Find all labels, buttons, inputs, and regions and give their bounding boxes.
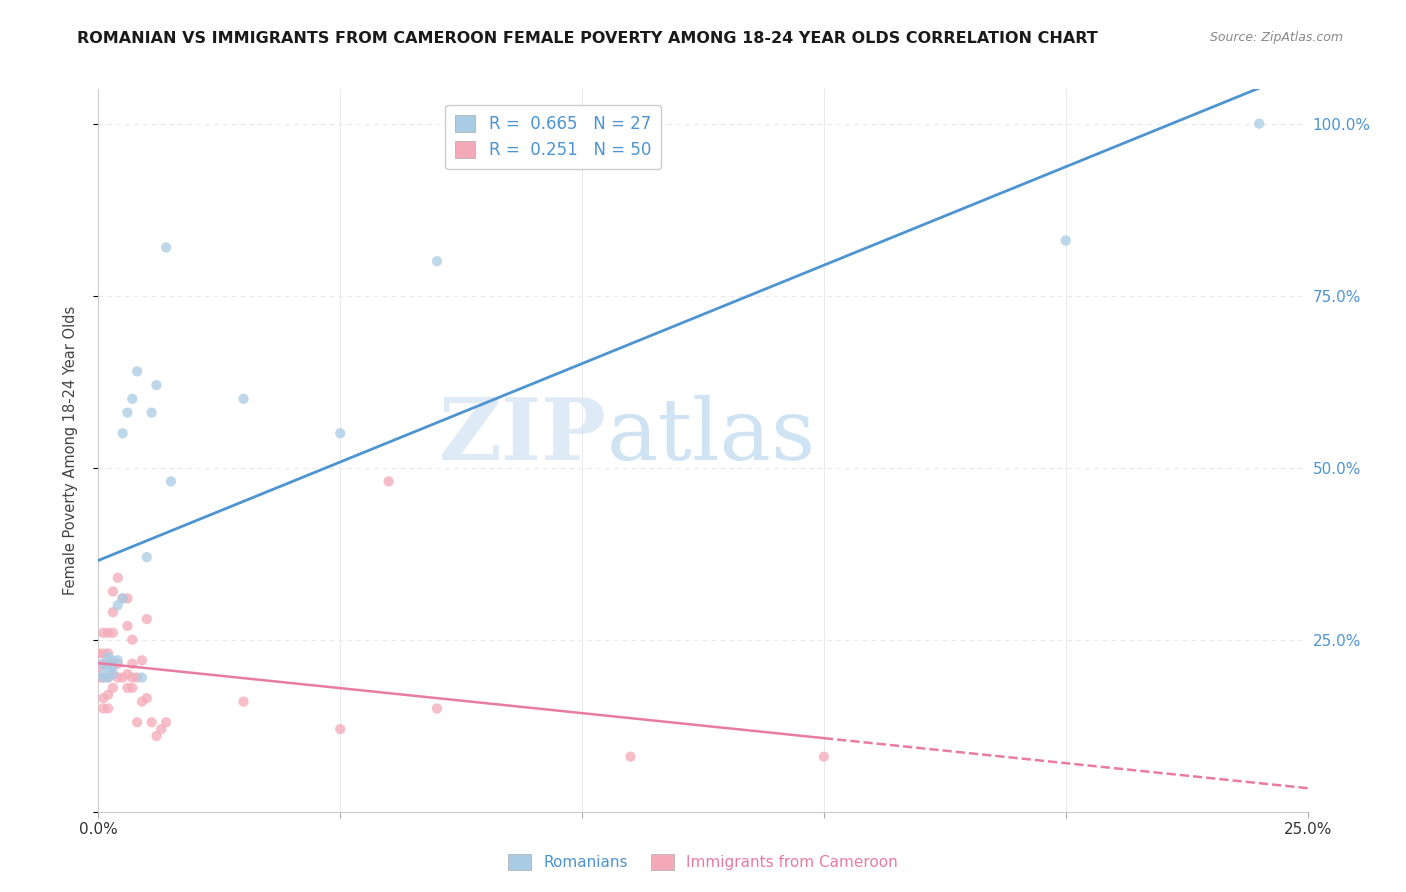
Point [813,749,835,764]
Point [101,605,124,619]
Point [101,653,124,667]
Point [232,695,254,709]
Point [97,671,120,685]
Point [97,625,120,640]
Point [97,649,120,664]
Point [232,392,254,406]
Point [111,426,134,441]
Point [160,475,183,489]
Legend: Romanians, Immigrants from Cameroon: Romanians, Immigrants from Cameroon [502,848,904,876]
Point [127,671,149,685]
Point [107,599,129,613]
Point [150,722,173,736]
Point [97,688,120,702]
Point [141,715,163,730]
Point [97,647,120,661]
Point [145,378,167,392]
Point [97,671,120,685]
Point [329,722,352,736]
Point [87,647,110,661]
Point [1249,117,1271,131]
Point [101,584,124,599]
Point [91,701,114,715]
Point [117,667,139,681]
Point [91,657,114,671]
Point [135,691,157,706]
Point [91,671,114,685]
Point [117,681,139,695]
Point [91,671,114,685]
Point [97,657,120,671]
Point [101,667,124,681]
Y-axis label: Female Poverty Among 18-24 Year Olds: Female Poverty Among 18-24 Year Olds [63,306,77,595]
Text: atlas: atlas [606,394,815,477]
Text: Source: ZipAtlas.com: Source: ZipAtlas.com [1209,31,1343,45]
Point [426,701,449,715]
Point [111,591,134,606]
Point [121,657,143,671]
Point [87,671,110,685]
Point [101,660,124,674]
Point [97,660,120,674]
Point [117,591,139,606]
Point [111,591,134,606]
Point [619,749,641,764]
Point [107,653,129,667]
Point [87,660,110,674]
Point [91,647,114,661]
Point [127,364,149,378]
Point [329,426,352,441]
Point [127,715,149,730]
Point [121,392,143,406]
Point [91,691,114,706]
Point [155,240,177,254]
Point [107,657,129,671]
Point [155,715,177,730]
Point [111,671,134,685]
Point [131,653,153,667]
Point [101,681,124,695]
Point [135,612,157,626]
Point [91,657,114,671]
Point [101,667,124,681]
Text: ZIP: ZIP [439,394,606,478]
Point [377,475,399,489]
Point [145,729,167,743]
Point [426,254,449,268]
Point [121,681,143,695]
Point [121,632,143,647]
Point [117,619,139,633]
Point [121,671,143,685]
Point [91,625,114,640]
Point [135,550,157,565]
Text: ROMANIAN VS IMMIGRANTS FROM CAMEROON FEMALE POVERTY AMONG 18-24 YEAR OLDS CORREL: ROMANIAN VS IMMIGRANTS FROM CAMEROON FEM… [77,31,1098,46]
Point [141,406,163,420]
Point [131,671,153,685]
Point [107,571,129,585]
Point [97,701,120,715]
Point [91,667,114,681]
Point [1054,234,1077,248]
Point [107,671,129,685]
Point [117,406,139,420]
Point [131,695,153,709]
Point [101,657,124,671]
Point [101,625,124,640]
